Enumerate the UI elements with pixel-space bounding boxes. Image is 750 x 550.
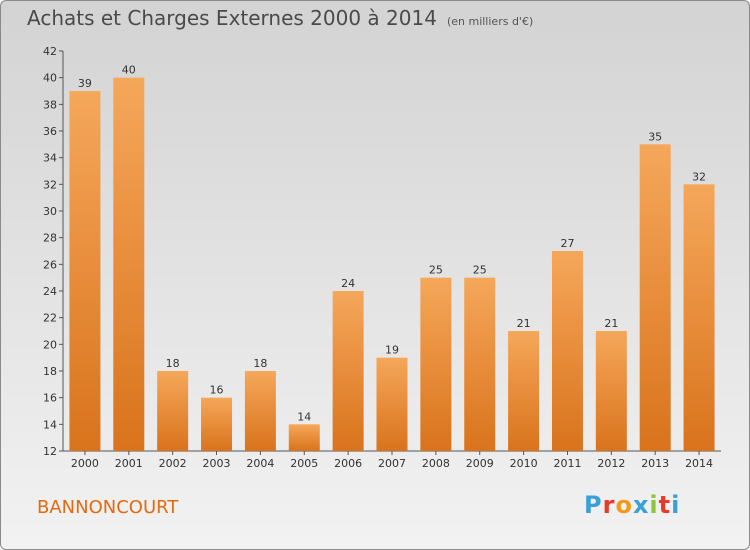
bar-2013 (639, 144, 671, 452)
chart-title: Achats et Charges Externes 2000 à 2014 (e… (27, 6, 533, 30)
x-tick-label-2009: 2009 (466, 457, 494, 470)
x-tick-label-2002: 2002 (159, 457, 187, 470)
x-tick-label-2010: 2010 (510, 457, 538, 470)
y-tick-label: 14 (43, 418, 57, 431)
y-tick-label: 30 (43, 205, 57, 218)
logo-letter: t (658, 491, 672, 519)
bar-2009 (464, 277, 496, 451)
bar-2014 (683, 184, 715, 452)
bars (69, 77, 715, 452)
bar-2001 (113, 77, 145, 452)
data-label-2013: 35 (648, 130, 662, 143)
y-tick-label: 38 (43, 98, 57, 111)
proxiti-logo: Proxiti (584, 491, 680, 519)
data-label-2010: 21 (517, 317, 531, 330)
y-tick-label: 32 (43, 178, 57, 191)
y-tick-label: 36 (43, 125, 57, 138)
bar-2000 (69, 91, 101, 451)
place-name: BANNONCOURT (37, 497, 179, 518)
bar-2008 (420, 277, 452, 451)
bar-2007 (376, 357, 408, 451)
x-tick-label-2005: 2005 (290, 457, 318, 470)
y-tick-label: 40 (43, 72, 57, 85)
data-label-2006: 24 (341, 277, 355, 290)
bar-2006 (332, 291, 364, 451)
bar-2005 (288, 424, 320, 451)
data-label-2003: 16 (210, 384, 224, 397)
x-tick-label-2011: 2011 (553, 457, 581, 470)
x-tick-label-2007: 2007 (378, 457, 406, 470)
logo-letter: x (632, 491, 650, 519)
bar-2010 (508, 331, 540, 451)
x-tick-label-2006: 2006 (334, 457, 362, 470)
data-label-2001: 40 (122, 64, 136, 77)
x-tick-label-2001: 2001 (115, 457, 143, 470)
bar-2011 (551, 251, 583, 451)
data-label-2004: 18 (253, 357, 267, 370)
bar-2004 (244, 371, 276, 451)
bar-2012 (595, 331, 627, 451)
x-tick-label-2003: 2003 (203, 457, 231, 470)
y-tick-label: 26 (43, 258, 57, 271)
y-tick-label: 24 (43, 285, 57, 298)
y-tick-label: 34 (43, 152, 57, 165)
x-tick-label-2000: 2000 (71, 457, 99, 470)
data-label-2000: 39 (78, 77, 92, 90)
data-label-2014: 32 (692, 170, 706, 183)
chart-subtitle: (en milliers d'€) (446, 15, 534, 28)
logo-letter: i (671, 491, 681, 519)
x-tick-label-2013: 2013 (641, 457, 669, 470)
logo-letter: P (584, 491, 603, 519)
bar-2003 (201, 397, 233, 451)
x-tick-label-2004: 2004 (246, 457, 274, 470)
x-axis: 2000 2001 2002 2003 2004 2005 2006 2007 2008 2009… (63, 450, 721, 470)
data-label-2002: 18 (166, 357, 180, 370)
y-tick-label: 20 (43, 338, 57, 351)
y-tick-label: 22 (43, 312, 57, 325)
data-label-2008: 25 (429, 264, 443, 277)
x-tick-label-2012: 2012 (597, 457, 625, 470)
bar-2002 (157, 371, 189, 451)
logo-letter: i (649, 491, 659, 519)
y-axis: 12 14 16 18 20 22 24 26 28 30 32 34 36 38 40 42 (43, 45, 64, 458)
y-tick-label: 18 (43, 365, 57, 378)
data-label-2007: 19 (385, 344, 399, 357)
data-label-2011: 27 (560, 237, 574, 250)
data-label-2009: 25 (473, 264, 487, 277)
logo-letter: r (602, 491, 616, 519)
x-tick-label-2008: 2008 (422, 457, 450, 470)
data-labels: 39 40 18 16 18 14 24 19 25 25 21 27 21 35 32 (78, 64, 706, 424)
y-tick-label: 16 (43, 392, 57, 405)
y-tick-label: 28 (43, 232, 57, 245)
x-tick-label-2014: 2014 (685, 457, 713, 470)
y-tick-label: 12 (43, 445, 57, 458)
logo-letter: o (615, 491, 633, 519)
y-tick-label: 42 (43, 45, 57, 58)
data-label-2005: 14 (297, 410, 311, 423)
chart-title-text: Achats et Charges Externes 2000 à 2014 (27, 6, 437, 30)
data-label-2012: 21 (604, 317, 618, 330)
